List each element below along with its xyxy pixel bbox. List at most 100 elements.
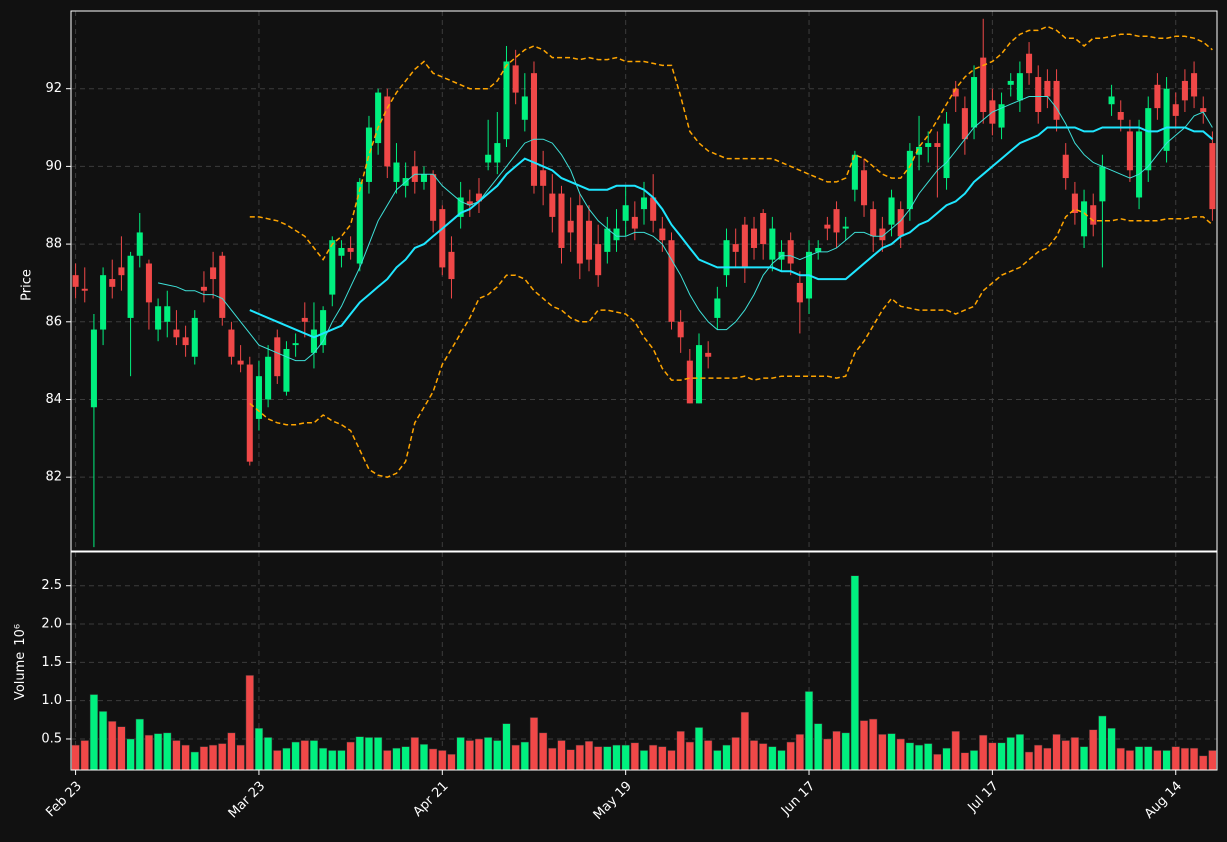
volume-bar (502, 723, 511, 771)
volume-bar (539, 732, 548, 771)
candle-body (714, 298, 721, 318)
candle-body (439, 209, 446, 268)
candle-body (155, 306, 162, 330)
volume-bar (1024, 751, 1034, 771)
volume-bar (859, 720, 869, 771)
volume-bar (823, 738, 832, 771)
volume-bar (309, 740, 319, 771)
candle-body (558, 193, 565, 248)
candle-body (916, 146, 923, 155)
volume-bar (1098, 715, 1107, 771)
volume-bar (1006, 737, 1015, 771)
candle-body (448, 251, 455, 280)
candle-body (164, 306, 171, 322)
volume-bar (465, 740, 474, 771)
y-tick-label: 86 (45, 314, 62, 329)
volume-bar (878, 734, 887, 771)
volume-bar (273, 750, 282, 771)
volume-bar (740, 711, 749, 771)
candle-body (998, 104, 1005, 128)
candle-body (1136, 131, 1143, 198)
y-tick-label: 82 (45, 470, 62, 485)
candle-body (1026, 53, 1033, 74)
volume-bar (199, 746, 209, 771)
volume-bar (474, 738, 484, 771)
volume-bar (731, 737, 740, 771)
volume-bar (245, 675, 254, 771)
candle-body (1035, 77, 1042, 113)
volume-bar (364, 737, 374, 771)
candle-body (81, 288, 88, 291)
candle-body (356, 181, 363, 264)
volume-bar (630, 742, 639, 771)
candle-body (1126, 131, 1133, 171)
volume-bar (814, 723, 823, 771)
volume-bar (575, 744, 584, 771)
candle-body (705, 352, 712, 357)
volume-bar (520, 741, 529, 771)
volume-bar (869, 718, 878, 771)
candle-body (503, 61, 510, 140)
indicator-line (157, 96, 1213, 362)
volume-bar (850, 575, 859, 771)
candle-body (1044, 80, 1051, 97)
candle-body (182, 337, 189, 346)
volume-bar (1208, 750, 1217, 771)
volume-axis-label: Volume 10⁶ (13, 624, 28, 700)
candle-body (521, 96, 528, 120)
candle-body (879, 228, 886, 241)
volume-bar (1043, 747, 1052, 771)
volume-bar (181, 744, 190, 771)
candle-body (375, 92, 382, 144)
volume-bar (1116, 747, 1125, 771)
candle-body (145, 263, 152, 303)
volume-bar (117, 726, 126, 771)
volume-bar (722, 744, 731, 771)
candle-body (292, 343, 299, 346)
candle-body (677, 321, 684, 338)
candle-body (310, 329, 317, 353)
volume-bar (410, 737, 419, 771)
candle-body (695, 345, 703, 404)
candle-body (833, 209, 840, 233)
volume-bar (236, 744, 245, 771)
candle-body (1007, 80, 1014, 85)
candle-body (1200, 108, 1207, 113)
volume-bar (951, 731, 960, 771)
volume-offset: 10⁶ (13, 624, 28, 646)
y-tick-label: 92 (45, 81, 62, 96)
candle-body (494, 143, 501, 163)
volume-bar (667, 750, 676, 771)
volume-bar (933, 754, 942, 771)
candle-body (246, 364, 253, 462)
volume-bar (282, 747, 291, 771)
candle-body (219, 255, 226, 318)
volume-bar (291, 741, 300, 771)
candle-body (475, 193, 483, 202)
candle-body (265, 356, 272, 400)
volume-bar (1079, 746, 1089, 771)
candle-body (329, 240, 336, 295)
volume-bar (529, 717, 539, 771)
candle-body (530, 73, 538, 186)
candle-body (338, 247, 345, 256)
volume-bar (1089, 729, 1098, 771)
volume-bar (557, 740, 566, 771)
candle-body (457, 197, 464, 217)
volume-bar (1180, 747, 1190, 771)
candle-body (393, 162, 400, 182)
volume-bar (969, 750, 979, 771)
volume-bar (649, 744, 658, 771)
candle-body (870, 209, 877, 237)
volume-bar (905, 742, 914, 771)
volume-bar (759, 743, 768, 771)
candle-body (613, 228, 620, 241)
y-tick-label: 2.5 (41, 578, 62, 593)
volume-bar (924, 743, 933, 771)
candle-body (750, 228, 758, 248)
candle-body (1163, 88, 1170, 151)
volume-bar (658, 746, 667, 771)
candle-body (723, 240, 730, 276)
candle-body (1154, 84, 1161, 109)
candle-body (384, 96, 391, 167)
